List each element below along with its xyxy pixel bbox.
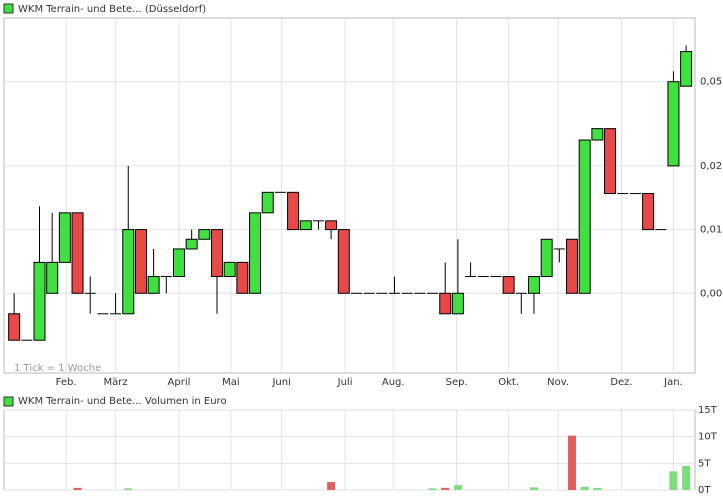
x-tick-label: Okt. xyxy=(498,377,519,388)
candle-body xyxy=(566,238,579,294)
candle-body xyxy=(33,261,46,341)
price-panel xyxy=(3,17,696,374)
candle-body xyxy=(591,128,604,141)
legend-swatch xyxy=(3,3,14,14)
candle-body xyxy=(58,212,71,263)
candle-body xyxy=(325,220,338,231)
x-tick-label: Nov. xyxy=(547,377,569,388)
candle-body xyxy=(223,261,236,278)
candle-body xyxy=(122,229,135,315)
volume-bar xyxy=(428,488,437,490)
candle-body xyxy=(439,292,452,315)
volume-title: WKM Terrain- und Bete... Volumen in Euro xyxy=(18,396,227,407)
x-tick-label: Juni xyxy=(271,377,290,388)
volume-bar xyxy=(593,487,602,490)
candle-body xyxy=(502,276,515,294)
legend-swatch xyxy=(3,396,14,407)
volume-bar xyxy=(453,485,462,490)
candle-body xyxy=(172,248,185,278)
candle-body xyxy=(185,238,198,250)
candle-body xyxy=(8,313,21,341)
candle-body xyxy=(249,212,262,294)
chart-title: WKM Terrain- und Bete... (Düsseldorf) xyxy=(18,4,206,15)
candle-body xyxy=(667,81,680,167)
volume-bar xyxy=(682,466,691,490)
x-tick-label: Mai xyxy=(222,377,240,388)
x-tick-label: Juli xyxy=(337,377,353,388)
y-tick-label: 0,005 xyxy=(700,288,723,299)
y-tick-label: 15T xyxy=(698,405,718,416)
candle-body xyxy=(337,229,350,294)
candle-body xyxy=(680,51,693,87)
candle-body xyxy=(451,292,464,315)
x-tick-label: Aug. xyxy=(382,377,405,388)
volume-bar xyxy=(529,487,538,490)
candle-body xyxy=(578,139,591,294)
volume-bar xyxy=(73,487,82,490)
x-tick-label: März xyxy=(104,377,128,388)
candle-body xyxy=(642,193,655,231)
x-tick-label: Dez. xyxy=(610,377,632,388)
volume-panel xyxy=(3,409,696,491)
y-tick-label: 10T xyxy=(698,432,718,443)
candle-body xyxy=(46,261,59,294)
candle-body xyxy=(604,128,617,195)
volume-bar xyxy=(327,482,336,490)
candle-body xyxy=(236,261,249,294)
volume-bar xyxy=(124,488,133,490)
candle-body xyxy=(211,229,224,278)
y-tick-label: 0,01 xyxy=(700,225,722,236)
candle-body xyxy=(134,229,147,294)
x-tick-label: Feb. xyxy=(56,377,77,388)
x-tick-label: Sep. xyxy=(446,377,468,388)
volume-bar xyxy=(669,471,678,490)
candle-body xyxy=(71,212,84,294)
x-tick-label: April xyxy=(168,377,191,388)
volume-bar xyxy=(441,487,450,490)
x-tick-label: Jan. xyxy=(663,377,683,388)
y-tick-label: 5T xyxy=(698,458,711,469)
candle-body xyxy=(147,276,160,294)
y-tick-label: 0,05 xyxy=(700,77,722,88)
tick-note: 1 Tick = 1 Woche xyxy=(14,363,101,374)
volume-bar xyxy=(580,486,589,490)
candle-body xyxy=(299,220,312,231)
candle-body xyxy=(287,191,300,231)
y-tick-label: 0,02 xyxy=(700,161,722,172)
candle-body xyxy=(540,238,553,278)
y-tick-label: 0T xyxy=(698,485,711,496)
candle-body xyxy=(198,229,211,240)
candle-body xyxy=(527,276,540,294)
candle-body xyxy=(261,191,274,214)
volume-bar xyxy=(568,435,577,490)
